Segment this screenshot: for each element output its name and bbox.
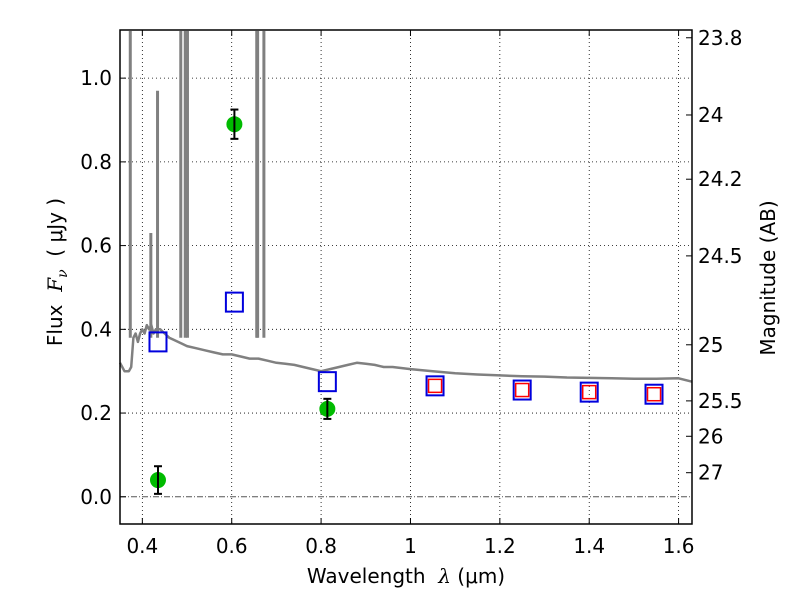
model-flux-square-blue — [579, 381, 599, 403]
right-tick-label: 26 — [698, 424, 723, 448]
right-tick-label: 25.5 — [698, 389, 743, 413]
x-axis-label: Wavelength λ (μm) — [307, 564, 505, 588]
model-flux-square-red — [581, 384, 597, 400]
model-flux-square-red — [646, 386, 662, 402]
x-tick-label: 1.2 — [484, 534, 516, 558]
ticks: 0.4 0.6 0.8 1 1.2 1.4 1.6 0.0 0.2 0.4 0.6 0.8 1.0 23.… — [80, 26, 742, 558]
x-tick-label: 1.6 — [663, 534, 695, 558]
y-tick-label: 0.6 — [80, 234, 112, 258]
model-flux-square-blue — [512, 379, 532, 401]
right-tick-label: 27 — [698, 461, 723, 485]
model-flux-square-blue — [148, 331, 168, 353]
right-tick-label: 23.8 — [698, 26, 743, 50]
y-tick-label: 1.0 — [80, 66, 112, 90]
plot-frame — [119, 29, 693, 525]
y-axis-label-prefix: Flux — [43, 292, 67, 346]
right-tick-label: 24.2 — [698, 167, 743, 191]
model-flux-square-red — [514, 382, 530, 398]
x-tick-label: 1 — [404, 534, 417, 558]
spectrum-layer — [118, 31, 693, 383]
y-tick-label: 0.8 — [80, 150, 112, 174]
x-tick-label: 0.4 — [126, 534, 158, 558]
right-axis-label: Magnitude (AB) — [756, 200, 780, 355]
x-tick-label: 1.4 — [573, 534, 605, 558]
y-tick-label: 0.2 — [80, 401, 112, 425]
right-tick-label: 25 — [698, 333, 723, 357]
model-flux-square-blue — [224, 291, 244, 313]
model-flux-square-red — [427, 378, 443, 394]
model-flux-square-blue — [644, 383, 664, 405]
y-tick-label: 0.4 — [80, 317, 112, 341]
x-tick-label: 0.6 — [216, 534, 248, 558]
y-axis-label-F: F — [43, 277, 67, 293]
y-axis-label-unit: ( μJy ) — [43, 198, 67, 270]
marker-layer — [148, 108, 664, 495]
spectrum-continuum — [118, 323, 693, 383]
grid — [120, 30, 692, 524]
x-axis-label-unit: (μm) — [451, 564, 505, 588]
x-axis-label-prefix: Wavelength — [307, 564, 438, 588]
model-flux-square-blue — [425, 375, 445, 397]
model-flux-square-blue — [317, 371, 337, 393]
x-axis-label-lambda: λ — [437, 564, 451, 588]
y-tick-label: 0.0 — [80, 485, 112, 509]
y-axis-label: Flux Fν ( μJy ) — [43, 198, 71, 346]
right-tick-label: 24.5 — [698, 244, 743, 268]
y-axis-label-nu: ν — [55, 269, 71, 278]
x-tick-label: 0.8 — [305, 534, 337, 558]
right-tick-label: 24 — [698, 103, 723, 127]
